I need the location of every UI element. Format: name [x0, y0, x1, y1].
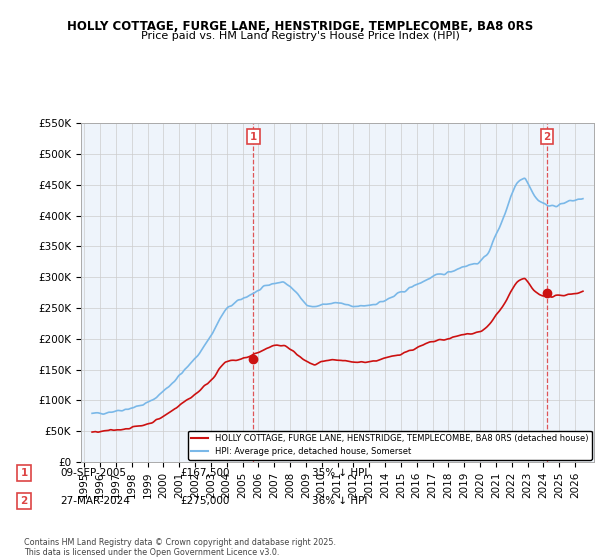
Text: 2: 2: [20, 496, 28, 506]
Text: Price paid vs. HM Land Registry's House Price Index (HPI): Price paid vs. HM Land Registry's House …: [140, 31, 460, 41]
Text: 09-SEP-2005: 09-SEP-2005: [60, 468, 126, 478]
Text: Contains HM Land Registry data © Crown copyright and database right 2025.
This d: Contains HM Land Registry data © Crown c…: [24, 538, 336, 557]
Text: 36% ↓ HPI: 36% ↓ HPI: [312, 496, 367, 506]
Text: 1: 1: [20, 468, 28, 478]
Text: 35% ↓ HPI: 35% ↓ HPI: [312, 468, 367, 478]
Text: HOLLY COTTAGE, FURGE LANE, HENSTRIDGE, TEMPLECOMBE, BA8 0RS: HOLLY COTTAGE, FURGE LANE, HENSTRIDGE, T…: [67, 20, 533, 32]
Text: £167,500: £167,500: [180, 468, 229, 478]
Text: £275,000: £275,000: [180, 496, 229, 506]
Text: 2: 2: [544, 132, 551, 142]
Legend: HOLLY COTTAGE, FURGE LANE, HENSTRIDGE, TEMPLECOMBE, BA8 0RS (detached house), HP: HOLLY COTTAGE, FURGE LANE, HENSTRIDGE, T…: [188, 431, 592, 460]
Text: 27-MAR-2024: 27-MAR-2024: [60, 496, 130, 506]
Text: 1: 1: [250, 132, 257, 142]
